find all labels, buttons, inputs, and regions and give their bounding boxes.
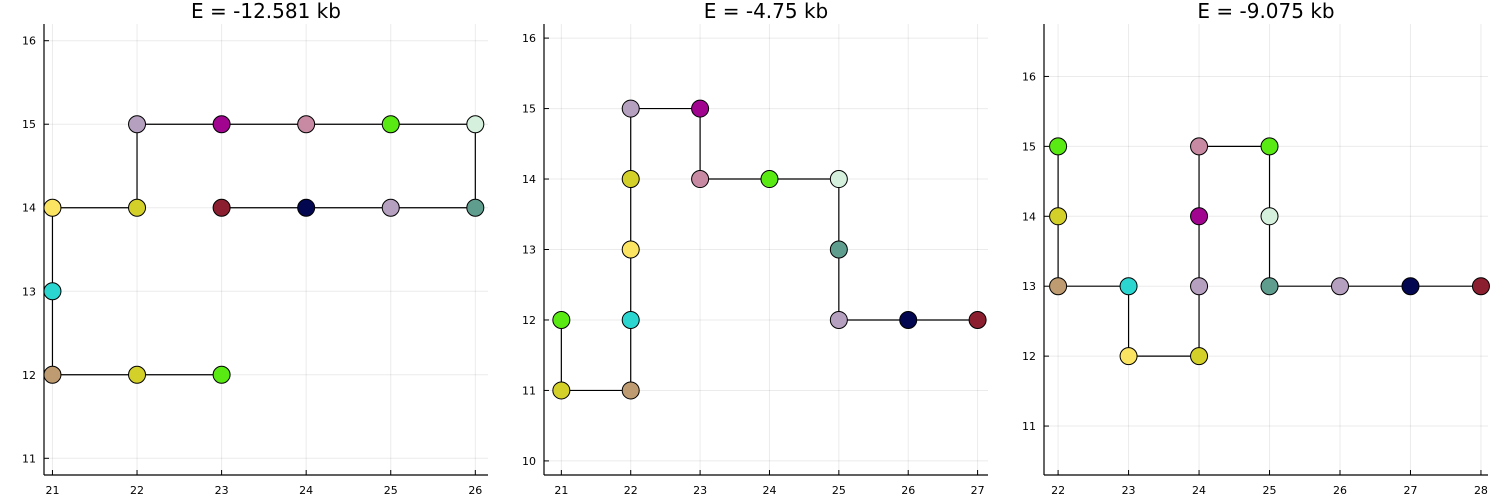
x-tick-label: 24 (299, 484, 313, 497)
bead-point (552, 310, 571, 329)
subplot-1: 21 22 23 24 25 26 11 12 13 14 15 16 E = -12.581 kb (22, 0, 488, 497)
bead-point (1260, 207, 1279, 226)
y-tick-label: 11 (522, 384, 536, 397)
x-tick-label: 22 (624, 484, 638, 497)
bead-point (1331, 277, 1349, 296)
bead-point (43, 365, 62, 384)
y-tick-label: 13 (522, 244, 536, 257)
x-tick-label: 21 (45, 484, 59, 497)
x-tick-label: 23 (1122, 484, 1136, 497)
bead-point (128, 365, 147, 384)
bead-point (621, 99, 640, 118)
y-tick-label: 11 (22, 452, 36, 465)
bead-point (1260, 137, 1279, 156)
bead-point (212, 198, 231, 217)
bead-point (552, 381, 571, 400)
bead-point (466, 115, 485, 134)
x-tick-label: 26 (1333, 484, 1347, 497)
bead-point (760, 170, 779, 189)
x-tick-label: 25 (832, 484, 846, 497)
y-tick-label: 15 (22, 118, 36, 131)
y-tick-label: 11 (1022, 420, 1036, 433)
x-tick-label: 26 (468, 484, 482, 497)
bead-point (621, 310, 640, 329)
bead-point (1401, 277, 1420, 296)
bead-point (381, 115, 400, 134)
x-tick-label: 21 (554, 484, 568, 497)
chart-title: E = -9.075 kb (1197, 0, 1334, 23)
y-tick-label: 15 (1022, 140, 1036, 153)
x-tick-label: 25 (384, 484, 398, 497)
x-tick-label: 25 (1263, 484, 1277, 497)
bead-point (1119, 277, 1138, 296)
chain-line (51, 123, 476, 376)
bead-point (1190, 347, 1209, 366)
bead-point (212, 365, 231, 384)
bead-point (297, 115, 316, 134)
bead-point (829, 240, 848, 259)
y-tick-label: 12 (522, 314, 536, 327)
bead-point (621, 170, 640, 189)
y-tick-label: 16 (22, 35, 36, 48)
bead-point (1119, 347, 1138, 366)
bead-point (128, 115, 147, 134)
y-tick-label: 13 (1022, 280, 1036, 293)
y-tick-label: 12 (1022, 350, 1036, 363)
x-tick-label: 24 (762, 484, 776, 497)
bead-point (968, 310, 987, 329)
bead-point (1190, 137, 1209, 156)
bead-point (691, 99, 710, 118)
bead-point (829, 170, 848, 189)
y-tick-label: 14 (1022, 210, 1036, 223)
x-tick-label: 22 (1051, 484, 1065, 497)
bead-point (43, 282, 62, 301)
bead-point (899, 310, 918, 329)
subplot-3: 22 23 24 25 26 27 28 11 12 13 14 15 16 E = -9.075 kb (1022, 0, 1490, 497)
bead-point (381, 198, 400, 217)
x-tick-label: 23 (215, 484, 229, 497)
bead-point (621, 240, 640, 259)
bead-point (1049, 207, 1068, 226)
x-tick-label: 24 (1192, 484, 1206, 497)
bead-point (128, 198, 147, 217)
x-tick-label: 26 (901, 484, 915, 497)
chart-title: E = -12.581 kb (191, 0, 341, 23)
y-tick-label: 10 (522, 455, 536, 468)
chart-title: E = -4.75 kb (704, 0, 829, 23)
bead-point (297, 198, 316, 217)
bead-point (466, 198, 485, 217)
x-tick-label: 27 (1403, 484, 1417, 497)
bead-point (1049, 277, 1068, 296)
bead-point (1049, 137, 1068, 156)
y-tick-label: 14 (522, 173, 536, 186)
bead-point (829, 310, 848, 329)
x-tick-label: 23 (693, 484, 707, 497)
y-tick-label: 15 (522, 103, 536, 116)
x-tick-label: 27 (971, 484, 985, 497)
bead-point (1471, 277, 1490, 296)
bead-point (43, 198, 62, 217)
y-tick-label: 14 (22, 202, 36, 215)
y-tick-label: 16 (522, 32, 536, 45)
bead-point (212, 115, 231, 134)
bead-point (1190, 207, 1209, 226)
x-tick-label: 22 (130, 484, 144, 497)
bead-point (691, 170, 710, 189)
bead-point (1190, 277, 1209, 296)
x-tick-label: 28 (1474, 484, 1488, 497)
bead-point (621, 381, 640, 400)
bead-point (1260, 277, 1279, 296)
subplot-2: 21 22 23 24 25 26 27 10 11 12 13 14 15 16 E = -4.75 kb (522, 0, 988, 497)
y-tick-label: 13 (22, 285, 36, 298)
y-tick-label: 16 (1022, 70, 1036, 83)
y-tick-label: 12 (22, 369, 36, 382)
